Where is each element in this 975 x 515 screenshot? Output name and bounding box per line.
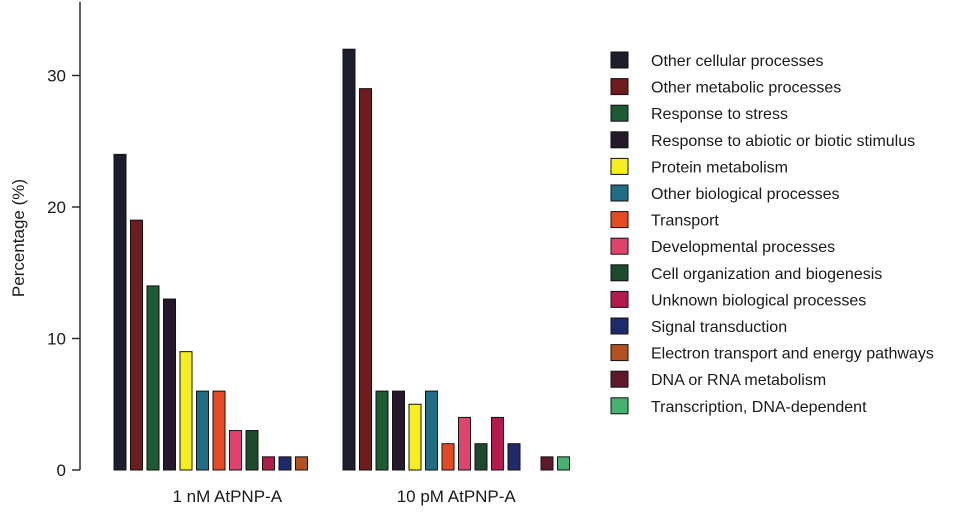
legend-swatch <box>610 237 629 255</box>
y-tick-label: 20 <box>47 198 66 217</box>
legend-item: DNA or RNA metabolism <box>610 370 826 389</box>
legend-swatch <box>610 397 629 415</box>
bar <box>425 390 438 471</box>
legend-item: Cell organization and biogenesis <box>610 264 882 283</box>
legend-item: Transport <box>610 211 719 230</box>
legend-item: Signal transduction <box>610 317 787 336</box>
legend-item: Other metabolic processes <box>610 78 841 97</box>
bar <box>212 390 226 471</box>
legend-swatch <box>610 104 629 122</box>
bar <box>113 153 127 471</box>
legend-swatch <box>610 344 629 362</box>
bar <box>229 430 242 471</box>
bar <box>163 298 176 471</box>
legend-label: Response to stress <box>651 106 788 123</box>
bar <box>262 456 275 471</box>
legend-label: Unknown biological processes <box>651 292 866 309</box>
bar <box>245 430 259 471</box>
legend-label: Transcription, DNA-dependent <box>651 399 867 416</box>
bar <box>557 456 570 471</box>
legend-item: Developmental processes <box>610 237 835 256</box>
legend: Other cellular processes Other metabolic … <box>610 51 934 416</box>
legend-item: Transcription, DNA-dependent <box>610 397 867 416</box>
legend-swatch <box>610 211 629 229</box>
bar <box>458 416 471 471</box>
bar <box>375 390 389 471</box>
legend-label: Response to abiotic or biotic stimulus <box>651 133 915 150</box>
legend-label: Electron transport and energy pathways <box>651 346 934 363</box>
bar <box>491 416 504 471</box>
bar <box>408 403 422 471</box>
group-labels: 1 nM AtPNP-A 10 pM AtPNP-A <box>172 487 516 506</box>
y-axis: 0 10 20 30 <box>47 1 81 480</box>
bar <box>146 285 160 471</box>
legend-item: Other cellular processes <box>610 51 824 70</box>
y-tick-label: 0 <box>57 461 66 480</box>
legend-item: Electron transport and energy pathways <box>610 344 934 363</box>
legend-label: Other metabolic processes <box>651 80 841 97</box>
bar <box>196 390 209 471</box>
bar <box>359 88 372 471</box>
legend-label: Other biological processes <box>651 186 840 203</box>
legend-label: Cell organization and biogenesis <box>651 266 882 283</box>
x-group-label: 10 pM AtPNP-A <box>397 487 517 506</box>
legend-swatch <box>610 51 629 69</box>
bar <box>295 456 308 471</box>
bar <box>507 443 521 471</box>
bar <box>130 219 143 471</box>
x-group-label: 1 nM AtPNP-A <box>172 487 282 506</box>
bar <box>474 443 488 471</box>
legend-swatch <box>610 264 629 282</box>
legend-item: Response to abiotic or biotic stimulus <box>610 131 915 150</box>
legend-label: Transport <box>651 213 719 230</box>
legend-swatch <box>610 290 629 308</box>
bar <box>342 48 356 471</box>
y-tick-label: 30 <box>47 67 66 86</box>
y-axis-title: Percentage (%) <box>9 179 28 297</box>
bar <box>179 351 193 471</box>
legend-label: Other cellular processes <box>651 53 824 70</box>
legend-swatch <box>610 370 629 388</box>
legend-item: Response to stress <box>610 104 788 123</box>
legend-swatch <box>610 317 629 335</box>
bar <box>278 456 292 471</box>
legend-label: Developmental processes <box>651 239 835 256</box>
bar <box>540 456 554 471</box>
bars <box>113 48 570 471</box>
legend-label: Protein metabolism <box>651 159 788 176</box>
legend-label: DNA or RNA metabolism <box>651 372 826 389</box>
legend-item: Unknown biological processes <box>610 290 866 309</box>
legend-swatch <box>610 184 629 202</box>
legend-swatch <box>610 131 629 149</box>
bar <box>392 390 405 471</box>
legend-item: Other biological processes <box>610 184 840 203</box>
legend-item: Protein metabolism <box>610 157 788 176</box>
bar <box>441 443 455 471</box>
legend-label: Signal transduction <box>651 319 787 336</box>
legend-swatch <box>610 157 629 175</box>
legend-swatch <box>610 78 629 96</box>
y-tick-label: 10 <box>47 330 66 349</box>
